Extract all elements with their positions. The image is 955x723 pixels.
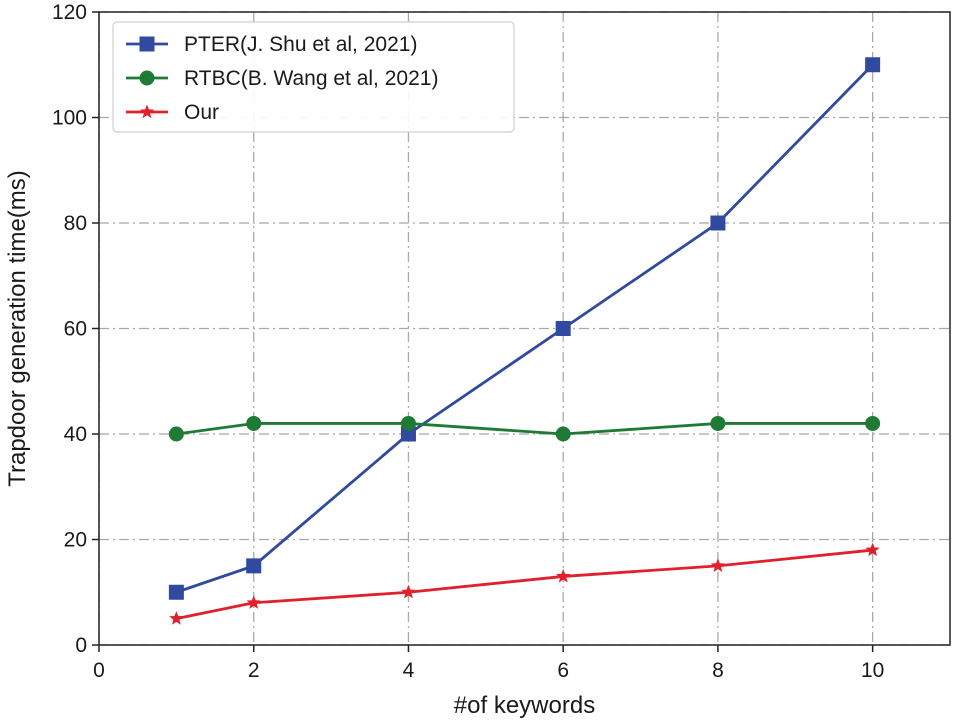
data-point-square (168, 584, 184, 600)
y-tick-label: 60 (64, 318, 87, 341)
x-tick-label: 0 (93, 659, 105, 682)
data-point-circle (139, 70, 155, 86)
legend-item: Our (126, 101, 219, 124)
series-3 (169, 542, 880, 625)
data-point-star (169, 611, 184, 625)
legend-label: PTER(J. Shu et al, 2021) (184, 33, 417, 56)
data-point-circle (710, 415, 726, 431)
data-point-star (139, 104, 155, 119)
x-axis: 0 2 4 6 8 10 (93, 645, 884, 682)
y-tick-label: 100 (52, 107, 87, 130)
data-point-square (710, 215, 726, 231)
data-point-star (246, 595, 261, 609)
x-tick-label: 4 (403, 659, 415, 682)
data-point-square (555, 321, 571, 336)
legend-box (112, 21, 515, 133)
x-tick-label: 6 (557, 659, 569, 682)
data-point-star (401, 584, 416, 599)
data-point-circle (246, 415, 262, 431)
y-tick-label: 40 (64, 423, 87, 446)
x-axis-label: #of keywords (454, 692, 595, 719)
legend-label: Our (184, 101, 219, 124)
series-line (176, 548, 873, 621)
y-tick-label: 20 (64, 529, 87, 552)
data-point-circle (168, 426, 184, 442)
y-axis-label: Trapdoor generation time(ms) (4, 170, 31, 487)
data-point-circle (555, 426, 571, 442)
y-tick-label: 0 (75, 634, 87, 657)
series-1 (168, 57, 881, 600)
legend: PTER(J. Shu et al, 2021) RTBC(B. Wang et … (112, 21, 515, 133)
data-point-star (556, 568, 571, 583)
x-tick-label: 10 (861, 659, 884, 682)
series-2 (168, 415, 881, 442)
legend-item: RTBC(B. Wang et al, 2021) (126, 67, 438, 90)
data-point-square (865, 57, 881, 73)
data-point-circle (400, 415, 416, 431)
series-line (175, 63, 874, 594)
series-layer (168, 57, 881, 625)
data-point-star (710, 558, 726, 572)
y-tick-label: 120 (52, 1, 87, 24)
y-axis: 0 20 40 60 80 100 120 (52, 1, 99, 657)
legend-item: PTER(J. Shu et al, 2021) (126, 33, 417, 56)
data-point-star (865, 542, 880, 557)
series-line (176, 422, 873, 436)
x-tick-label: 2 (248, 659, 260, 682)
data-point-square (139, 36, 155, 52)
x-tick-label: 8 (712, 659, 724, 682)
y-tick-label: 80 (64, 212, 87, 235)
data-point-square (400, 426, 416, 442)
legend-label: RTBC(B. Wang et al, 2021) (184, 67, 438, 90)
data-point-circle (865, 415, 881, 431)
data-point-square (246, 558, 262, 574)
